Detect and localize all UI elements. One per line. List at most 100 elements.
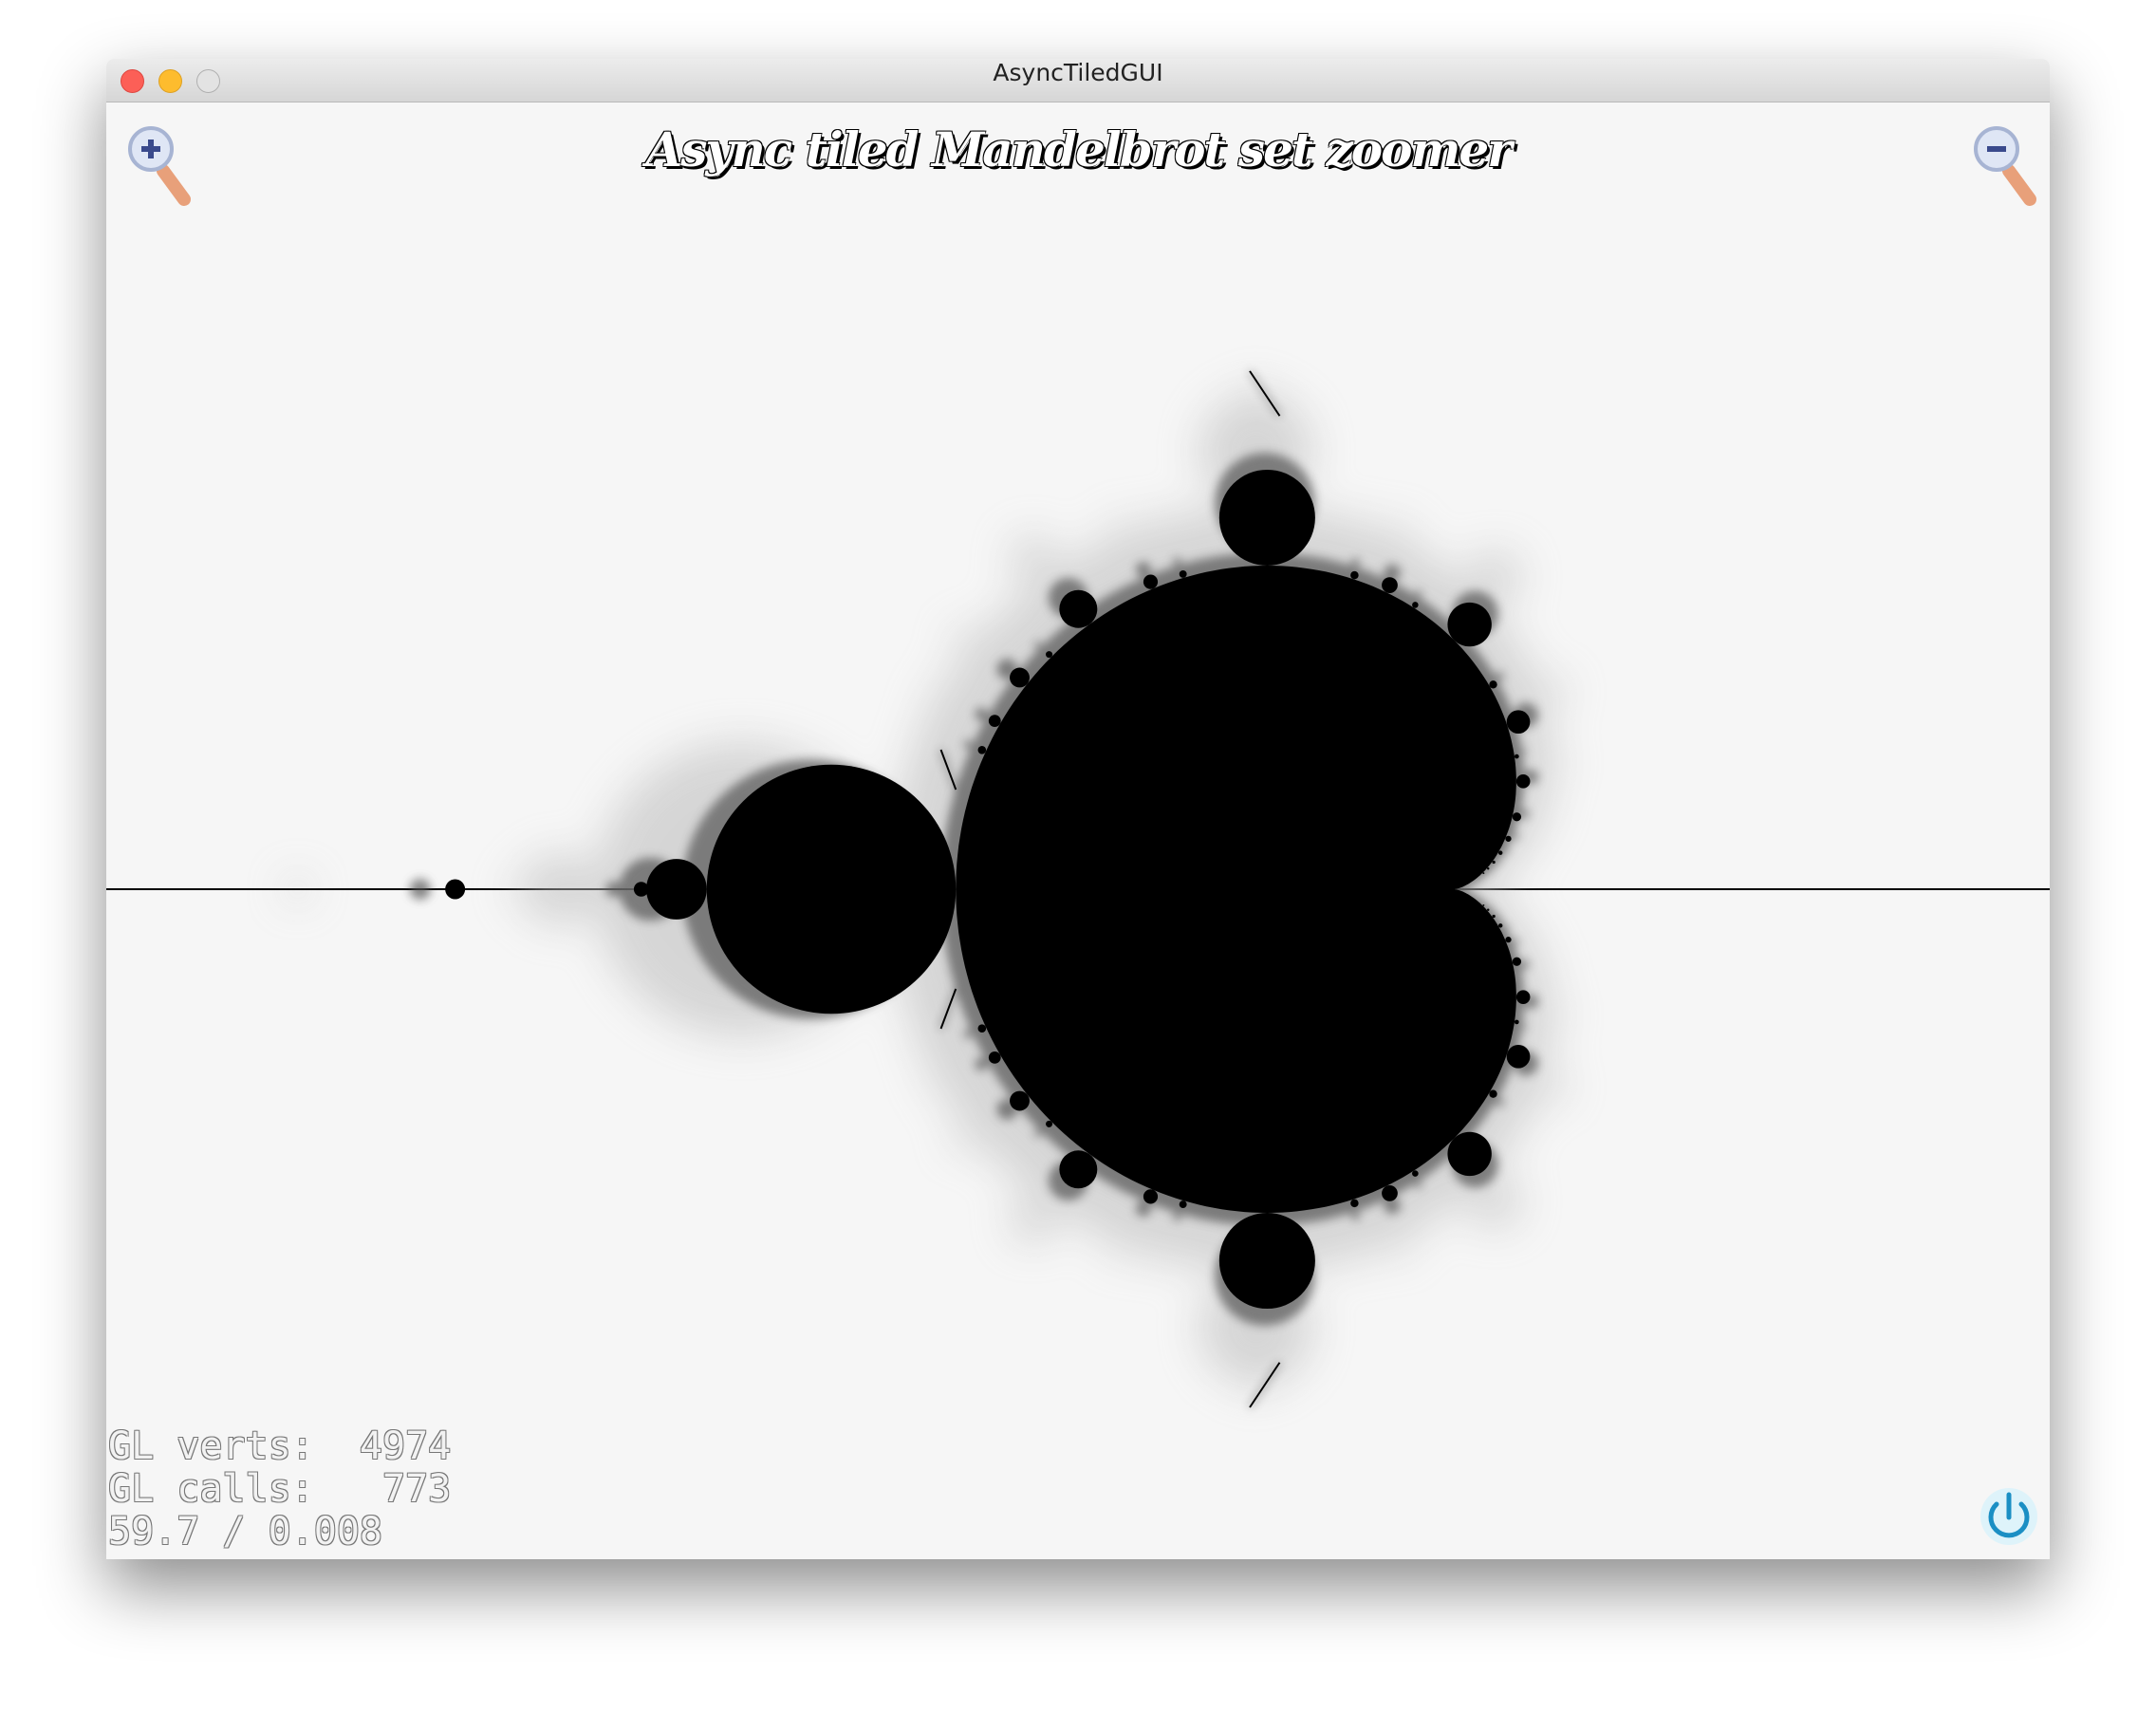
fractal-part	[1519, 809, 1530, 819]
close-button[interactable]	[121, 69, 144, 93]
fractal-part	[1109, 517, 1127, 535]
fractal-part	[1505, 848, 1510, 854]
fractal-part	[1510, 868, 1513, 872]
fractal-part	[1512, 957, 1522, 966]
fractal-part	[1468, 550, 1521, 604]
fractal-part	[1514, 1019, 1519, 1025]
fractal-part	[1011, 536, 1056, 582]
fractal-part	[1384, 1197, 1401, 1214]
fractal-part	[927, 1080, 942, 1095]
fractal-part	[1506, 1044, 1531, 1069]
fractal-part	[1391, 1238, 1410, 1257]
fractal-part	[1218, 469, 1315, 567]
fractal-part	[1496, 672, 1504, 680]
fractal-part	[1447, 1131, 1492, 1177]
fractal-part	[1498, 859, 1502, 864]
fractal-part	[1512, 939, 1519, 945]
fractal-part	[1521, 855, 1526, 860]
fractal-part	[1034, 642, 1042, 649]
canvas-area: Async tiled Mandelbrot set zoomer GL ver…	[106, 102, 2050, 1559]
fractal-part	[927, 683, 942, 698]
fractal-part	[1505, 835, 1512, 842]
set	[445, 370, 1531, 1408]
zoom-button[interactable]	[196, 69, 220, 93]
fractal-part	[988, 1051, 1001, 1064]
fractal-part	[1548, 730, 1553, 735]
fractal-part	[1493, 909, 1496, 912]
fractal-part	[1519, 959, 1530, 970]
fractal-part	[1489, 680, 1497, 689]
fractal-part	[1143, 1189, 1159, 1204]
fractal-part	[1512, 812, 1522, 822]
fractal-part	[1059, 589, 1098, 628]
fractal-part	[1517, 642, 1528, 653]
fractal-part	[1391, 521, 1410, 540]
fractal-part	[1505, 937, 1512, 943]
fractal-part	[1354, 1255, 1365, 1265]
fractal-part	[1510, 906, 1513, 910]
fractal-part	[1046, 1120, 1053, 1127]
fractal-part	[1447, 602, 1492, 647]
fractal-part	[1492, 914, 1496, 919]
fractal-part	[1550, 1008, 1567, 1025]
fractal-part	[914, 719, 924, 730]
fractal-part	[1521, 749, 1527, 754]
fractal-part	[1536, 826, 1545, 833]
stat-line: 59.7 / 0.008	[108, 1510, 382, 1554]
fractal-part	[1529, 929, 1534, 935]
mandelbrot	[106, 370, 2050, 1408]
zoom-in-icon[interactable]	[125, 123, 201, 218]
fractal-part	[1548, 1043, 1553, 1049]
fractal-part	[975, 707, 988, 721]
fractal-part	[1497, 850, 1503, 855]
fractal-part	[1545, 798, 1556, 809]
fractal-part	[977, 1024, 987, 1033]
fractal-part	[977, 746, 987, 754]
fractal-part	[1059, 1150, 1098, 1189]
fractal-part	[1536, 945, 1545, 953]
fractal-part	[706, 764, 957, 1014]
fractal-part	[1136, 1200, 1151, 1217]
fractal-part	[1046, 651, 1053, 659]
fractal-part	[1487, 867, 1490, 870]
minimize-button[interactable]	[158, 69, 182, 93]
zoom-out-icon[interactable]	[1971, 123, 2047, 218]
fractal-part	[1354, 513, 1365, 524]
fractal-part	[1412, 602, 1419, 608]
fractal-part	[1351, 1211, 1360, 1220]
fractal-part	[1350, 570, 1359, 580]
fractal-part	[1426, 549, 1435, 558]
fractal-part	[1489, 1089, 1497, 1098]
fractal-part	[1415, 1182, 1422, 1188]
fractal-part	[1498, 915, 1502, 920]
fractal-part	[1426, 1220, 1435, 1229]
fractal-part	[1512, 833, 1519, 840]
fractal-part	[956, 566, 1516, 1213]
fractal-part	[1497, 923, 1503, 928]
fractal-part	[994, 1162, 1003, 1171]
fractal-part	[914, 1049, 924, 1059]
fractal-part	[1515, 912, 1518, 916]
fractal-part	[1010, 667, 1030, 688]
power-icon[interactable]	[1976, 1483, 2042, 1550]
fractal-part	[1488, 904, 1491, 907]
fractal-part	[1173, 557, 1181, 566]
fractal-part	[1482, 903, 1485, 906]
fractal-part	[1249, 1362, 1281, 1408]
fractal-part	[1179, 569, 1187, 578]
fractal-part	[939, 988, 957, 1030]
fractal-part	[1514, 754, 1519, 759]
fractal-part	[1218, 1212, 1315, 1310]
fractal-part	[1412, 1170, 1419, 1177]
fractal-part	[286, 877, 310, 902]
fractal-part	[1488, 871, 1491, 874]
fractal-part	[605, 881, 622, 898]
fractal-part	[1550, 754, 1567, 771]
fractal-part	[1136, 562, 1151, 578]
fractal-part	[1517, 1126, 1528, 1136]
fractal-part	[1492, 860, 1496, 865]
fractal-part	[1515, 990, 1531, 1004]
fractal-part	[1496, 1098, 1504, 1107]
fractal-part	[445, 879, 466, 900]
fractal-part	[994, 607, 1003, 617]
